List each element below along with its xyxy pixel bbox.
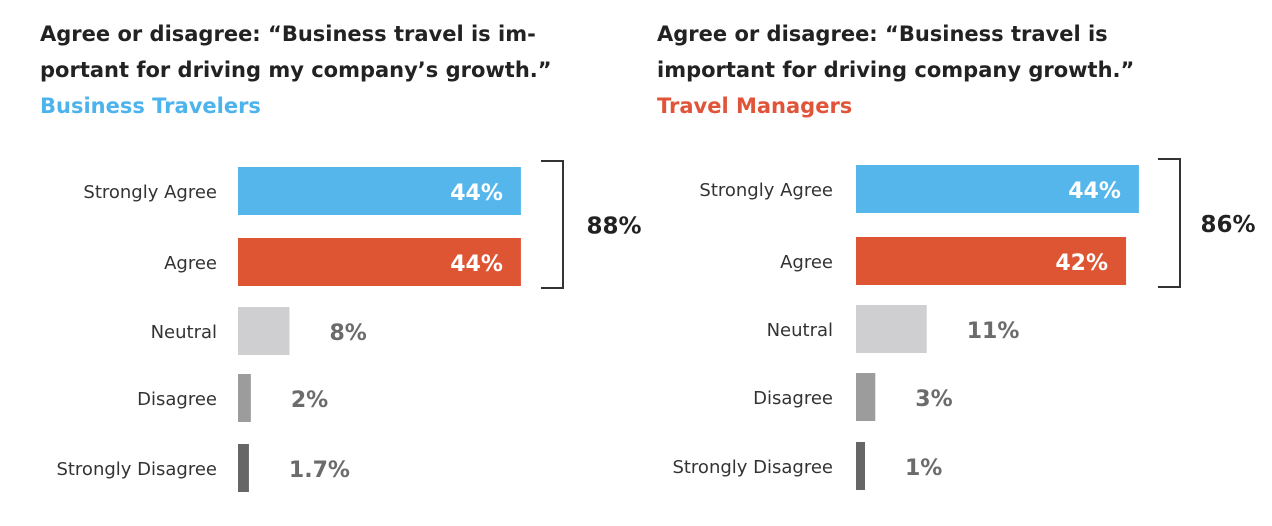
right-value-label: 44% [1068,179,1121,204]
right-bar [856,237,1127,285]
left-value-label: 1.7% [289,458,350,483]
right-category-label: Strongly Agree [699,180,833,201]
left-bar [238,167,521,215]
right-value-label: 1% [905,456,942,481]
right-value-label: 42% [1055,251,1108,276]
left-panel-title: Agree or disagree: “Business travel is i… [40,16,552,124]
right-category-label: Agree [780,252,833,273]
left-bar [238,238,521,286]
left-value-label: 8% [329,321,366,346]
right-category-label: Strongly Disagree [672,457,833,478]
right-bar [856,373,876,421]
left-category-label: Strongly Disagree [56,459,217,480]
left-bracket [541,160,564,289]
left-bracket-total: 88% [586,214,641,240]
right-category-label: Disagree [753,388,833,409]
right-title-line-2: important for driving company growth.” [657,58,1135,82]
right-subtitle: Travel Managers [657,94,853,118]
right-bracket [1158,158,1181,288]
left-bar [238,374,251,422]
left-bar [238,444,249,492]
right-bar [856,305,927,353]
left-category-label: Neutral [151,322,217,343]
left-chart: Strongly Agree 44% Agree 44% Neutral 8% Disagr… [56,160,642,492]
right-title-line-1: Agree or disagree: “Business travel is [657,22,1108,46]
right-value-label: 3% [915,387,952,412]
right-panel-title: Agree or disagree: “Business travel is i… [657,16,1134,124]
right-value-label: 11% [967,319,1020,344]
right-bar [856,165,1139,213]
left-category-label: Disagree [137,389,217,410]
left-value-label: 44% [450,181,503,206]
right-bracket-total: 86% [1200,212,1255,238]
left-value-label: 44% [450,252,503,277]
left-title-line-1: Agree or disagree: “Business travel is i… [40,22,536,46]
left-bar [238,307,290,355]
left-category-label: Agree [164,253,217,274]
left-category-label: Strongly Agree [83,182,217,203]
right-category-label: Neutral [767,320,833,341]
left-title-line-2: portant for driving my company’s growth.… [40,58,552,82]
left-value-label: 2% [291,388,328,413]
left-subtitle: Business Travelers [40,94,261,118]
right-chart: Strongly Agree 44% Agree 42% Neutral 11% Disag… [672,158,1256,490]
right-bar [856,442,865,490]
